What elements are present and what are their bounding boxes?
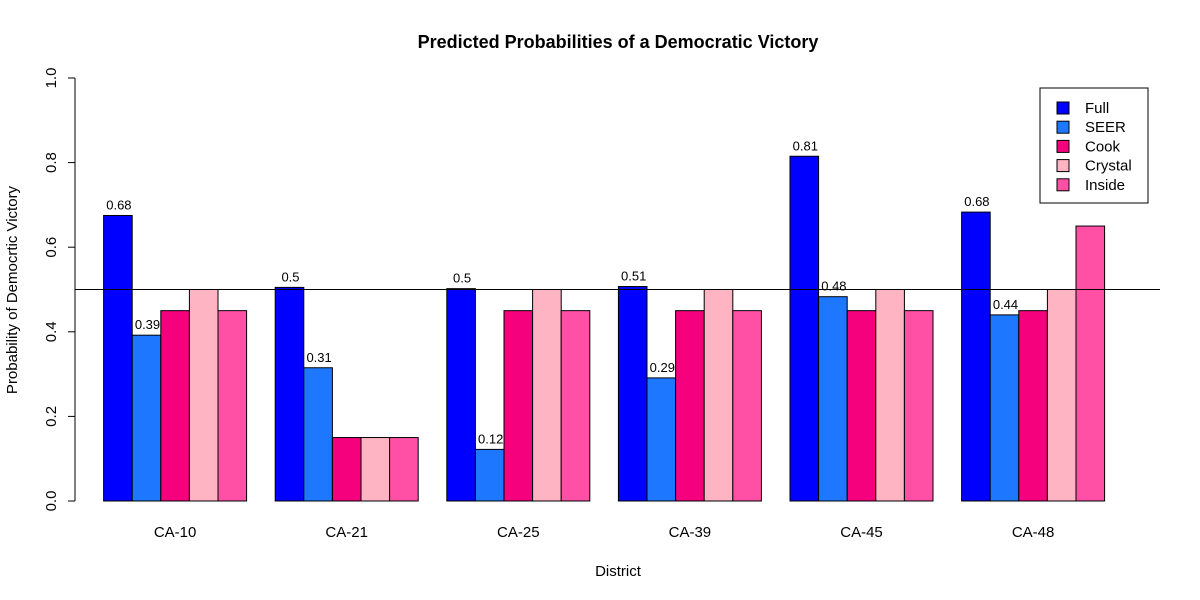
data-label: 0.12 [478, 431, 503, 446]
x-tick-label: CA-21 [325, 524, 368, 541]
axes: 0.0 0.2 0.4 0.6 0.8 1.0 CA-10 CA-21 CA-25 CA-39 CA… [43, 68, 1054, 541]
data-label: 0.29 [650, 360, 675, 375]
x-tick-label: CA-39 [669, 524, 712, 541]
data-label: 0.5 [281, 269, 299, 284]
data-label: 0.51 [621, 269, 646, 284]
chart-title: Predicted Probabilities of a Democratic … [418, 32, 819, 52]
legend: Full SEER Cook Crystal Inside [1039, 87, 1149, 204]
bar-seer-ca-25 [474, 448, 505, 502]
bar-full-ca-21 [274, 286, 305, 502]
bar-seer-ca-48 [989, 314, 1020, 502]
bar-crystal-ca-48 [1046, 289, 1077, 502]
bar-inside-ca-10 [217, 310, 248, 502]
bar-inside-ca-48 [1075, 225, 1106, 502]
bar-full-ca-25 [446, 288, 476, 502]
y-tick-label: 1.0 [43, 68, 60, 89]
legend-swatch [1056, 120, 1070, 134]
data-label: 0.39 [135, 317, 160, 332]
data-label: 0.81 [793, 138, 818, 153]
bar-full-ca-48 [961, 211, 991, 502]
bar-crystal-ca-25 [532, 289, 562, 502]
bar-cook-ca-25 [503, 310, 534, 502]
bar-cook-ca-10 [160, 310, 190, 502]
bar-cook-ca-21 [331, 437, 362, 502]
legend-label: Crystal [1085, 158, 1132, 175]
bar-cook-ca-45 [846, 310, 877, 502]
bar-full-ca-10 [103, 214, 133, 502]
bar-seer-ca-10 [131, 334, 162, 502]
data-label: 0.44 [993, 297, 1018, 312]
legend-swatch [1056, 159, 1070, 173]
legend-swatch [1056, 178, 1070, 192]
bar-seer-ca-21 [303, 367, 333, 502]
bar-full-ca-45 [789, 155, 820, 502]
legend-label: Full [1085, 100, 1109, 117]
y-tick-label: 0.4 [43, 321, 60, 342]
x-tick-label: CA-48 [1012, 524, 1055, 541]
y-tick-label: 0.0 [43, 491, 60, 512]
y-tick-label: 0.8 [43, 152, 60, 173]
data-label: 0.68 [964, 194, 989, 209]
data-label: 0.31 [306, 350, 331, 365]
y-tick-label: 0.6 [43, 237, 60, 258]
bar-inside-ca-21 [389, 437, 419, 502]
bar-crystal-ca-10 [188, 289, 219, 502]
bar-seer-ca-39 [646, 377, 677, 502]
bar-full-ca-39 [617, 286, 648, 502]
bar-cook-ca-48 [1018, 310, 1048, 502]
legend-swatch [1056, 139, 1070, 153]
data-label: 0.68 [106, 197, 131, 212]
legend-swatch [1056, 101, 1070, 115]
bar-inside-ca-39 [732, 310, 762, 502]
data-labels: 0.68 0.39 0.5 0.31 0.5 0.12 0.51 0.29 0.81 0.48 0.… [106, 138, 1018, 446]
data-label: 0.48 [821, 279, 846, 294]
bar-crystal-ca-39 [703, 289, 734, 502]
x-tick-label: CA-10 [154, 524, 197, 541]
bar-seer-ca-45 [818, 296, 848, 502]
data-label: 0.5 [453, 271, 471, 286]
legend-label: SEER [1085, 119, 1126, 136]
legend-label: Inside [1085, 177, 1125, 194]
bar-crystal-ca-21 [360, 437, 391, 502]
bar-inside-ca-25 [560, 310, 591, 502]
bars [103, 155, 1106, 502]
x-tick-label: CA-25 [497, 524, 540, 541]
y-axis-title: Probability of Democrtic Victory [4, 185, 21, 394]
x-axis-title: District [595, 563, 642, 580]
legend-label: Cook [1085, 138, 1121, 155]
bar-cook-ca-39 [675, 310, 705, 502]
x-tick-label: CA-45 [840, 524, 883, 541]
bar-inside-ca-45 [903, 310, 934, 502]
y-tick-label: 0.2 [43, 406, 60, 427]
bar-crystal-ca-45 [875, 289, 905, 502]
